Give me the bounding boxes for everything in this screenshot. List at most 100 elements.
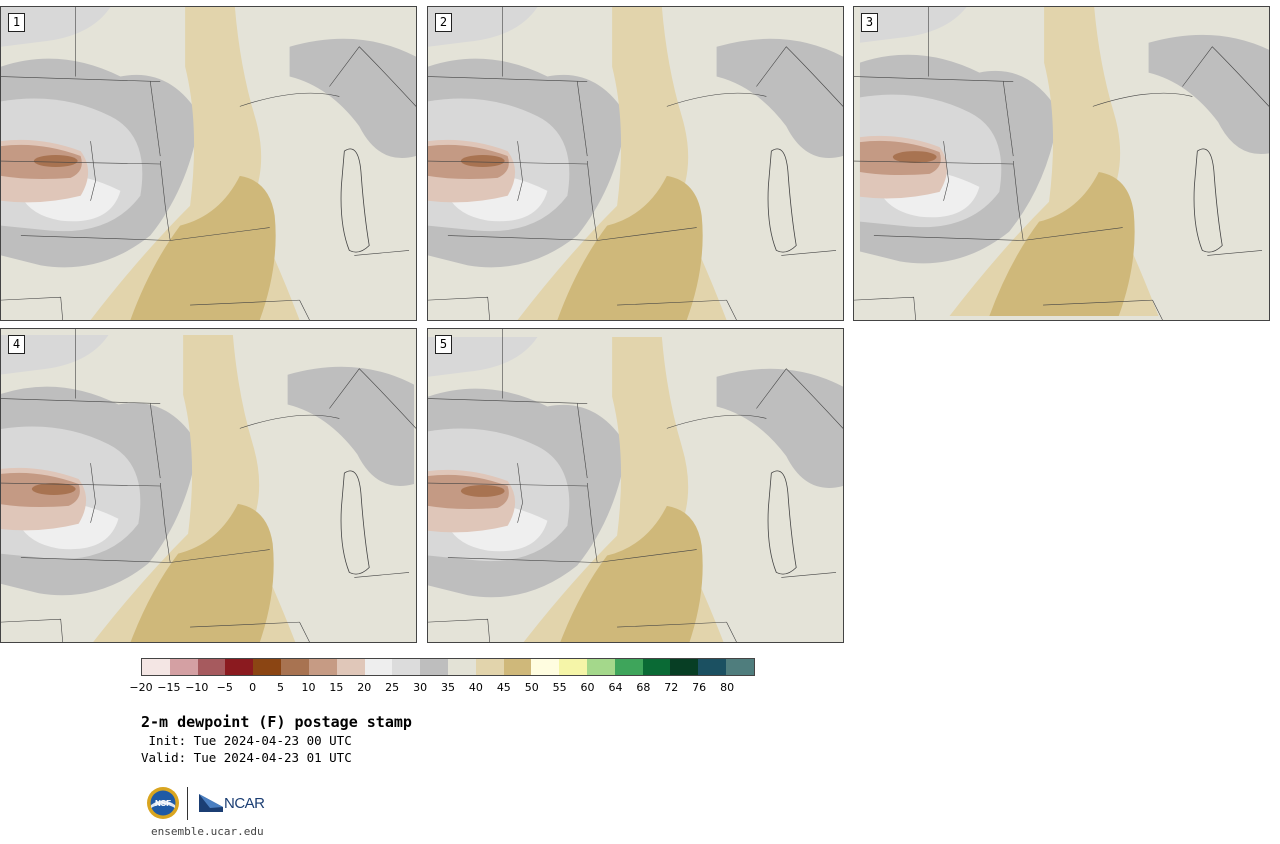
state-border [576, 81, 588, 157]
state-border [329, 368, 416, 429]
dewpoint-gray-region-north [1, 7, 111, 47]
lake-michigan-outline [340, 470, 370, 575]
state-border [586, 482, 598, 563]
state-border [190, 299, 300, 306]
state-border [428, 482, 588, 487]
colorbar-tick-label: 40 [468, 681, 483, 694]
colorbar-tick-label: 50 [524, 681, 539, 694]
state-border [854, 160, 1014, 165]
colorbar-swatch [503, 659, 532, 675]
colorbar-tick-label: 20 [357, 681, 372, 694]
colorbar-swatch [670, 659, 699, 675]
dewpoint-gray-region-north [428, 336, 538, 377]
colorbar-swatch [726, 659, 754, 675]
map-layer-group [428, 7, 843, 320]
state-border [299, 299, 310, 320]
state-border [447, 235, 598, 241]
state-border [1, 482, 161, 487]
state-border [617, 299, 727, 306]
state-border [20, 557, 171, 563]
dewpoint-darktan-region [130, 175, 276, 320]
colorbar-swatch [392, 659, 421, 675]
ensemble-member-map-3: 3 [853, 6, 1270, 321]
dewpoint-field-4 [1, 329, 416, 642]
colorbar-tick-label: 68 [636, 681, 651, 694]
colorbar-tick-label: 5 [277, 681, 285, 694]
state-border [1012, 160, 1024, 241]
dewpoint-field-5 [428, 329, 843, 642]
colorbar-tick-label: 35 [441, 681, 455, 694]
dewpoint-field-3 [854, 7, 1269, 320]
dewpoint-gray-region-north [859, 7, 967, 43]
state-border [1, 296, 64, 320]
state-border [1, 160, 161, 165]
state-border [854, 76, 1014, 82]
ncar-logo-text: NCAR [224, 795, 265, 812]
colorbar-swatch [420, 659, 448, 675]
colorbar-tick-label: 30 [413, 681, 428, 694]
ncar-logo: NCAR [198, 791, 274, 813]
state-border [90, 463, 96, 523]
state-border [1043, 299, 1153, 306]
panel-label-2: 2 [435, 13, 452, 32]
state-border [597, 549, 697, 563]
dewpoint-darkbrown-core [460, 485, 505, 497]
colorbar-tick-labels: −20 −15 −10 −5 0 5 10 15 20 25 30 35 40 45 50 55 60 64 68 7… [129, 681, 755, 695]
state-border [90, 141, 96, 201]
state-border [170, 227, 270, 241]
state-border [428, 160, 588, 165]
colorbar-tick-label: 15 [329, 681, 344, 694]
panel-label-1: 1 [8, 13, 25, 32]
colorbar-swatch [447, 659, 476, 675]
state-border [149, 81, 161, 157]
colorbar-swatch [614, 659, 643, 675]
state-border [159, 160, 171, 241]
state-border [517, 463, 523, 523]
init-time: Init: Tue 2024-04-23 00 UTC [141, 733, 352, 748]
colorbar-swatch [142, 659, 170, 675]
ensemble-member-map-5: 5 [427, 328, 844, 643]
dewpoint-gray-region-north [428, 7, 538, 47]
colorbar-tick-label: −15 [157, 681, 181, 694]
state-border [1207, 250, 1263, 256]
colorbar-swatch [336, 659, 365, 675]
state-border [756, 46, 843, 107]
colorbar-swatch [364, 659, 393, 675]
state-border [1023, 227, 1123, 241]
state-border [428, 76, 588, 82]
nsf-logo-icon: NSF [147, 787, 179, 819]
lake-michigan-outline [340, 148, 370, 253]
ensemble-member-map-4: 4 [0, 328, 417, 643]
dewpoint-colorbar [141, 658, 755, 676]
colorbar-tick-label: 25 [385, 681, 400, 694]
logo-divider [187, 787, 188, 820]
state-border [239, 92, 340, 107]
state-border [1, 76, 161, 82]
colorbar-swatch [587, 659, 615, 675]
footer-url[interactable]: ensemble.ucar.edu [151, 825, 264, 838]
state-border [1152, 299, 1163, 320]
colorbar-swatch [169, 659, 198, 675]
state-border [299, 621, 310, 642]
state-border [20, 235, 171, 241]
ncar-logo-icon [199, 794, 223, 812]
nsf-logo-text: NSF [155, 799, 171, 808]
state-border [597, 227, 697, 241]
state-border [428, 398, 588, 404]
state-border [873, 235, 1024, 241]
state-border [576, 403, 588, 479]
dewpoint-gray-region-east [1148, 34, 1269, 155]
colorbar-swatch [253, 659, 282, 675]
state-border [428, 618, 491, 642]
colorbar-swatch [225, 659, 254, 675]
colorbar-tick-label: −10 [185, 681, 209, 694]
state-border [1092, 92, 1193, 107]
state-border [1002, 81, 1014, 157]
state-border [666, 414, 767, 429]
colorbar-tick-label: 64 [608, 681, 623, 694]
state-border [428, 296, 491, 320]
colorbar-tick-label: 76 [692, 681, 707, 694]
lake-michigan-outline [1193, 148, 1223, 253]
dewpoint-gray-region-east [716, 38, 843, 159]
colorbar-swatch [281, 659, 309, 675]
